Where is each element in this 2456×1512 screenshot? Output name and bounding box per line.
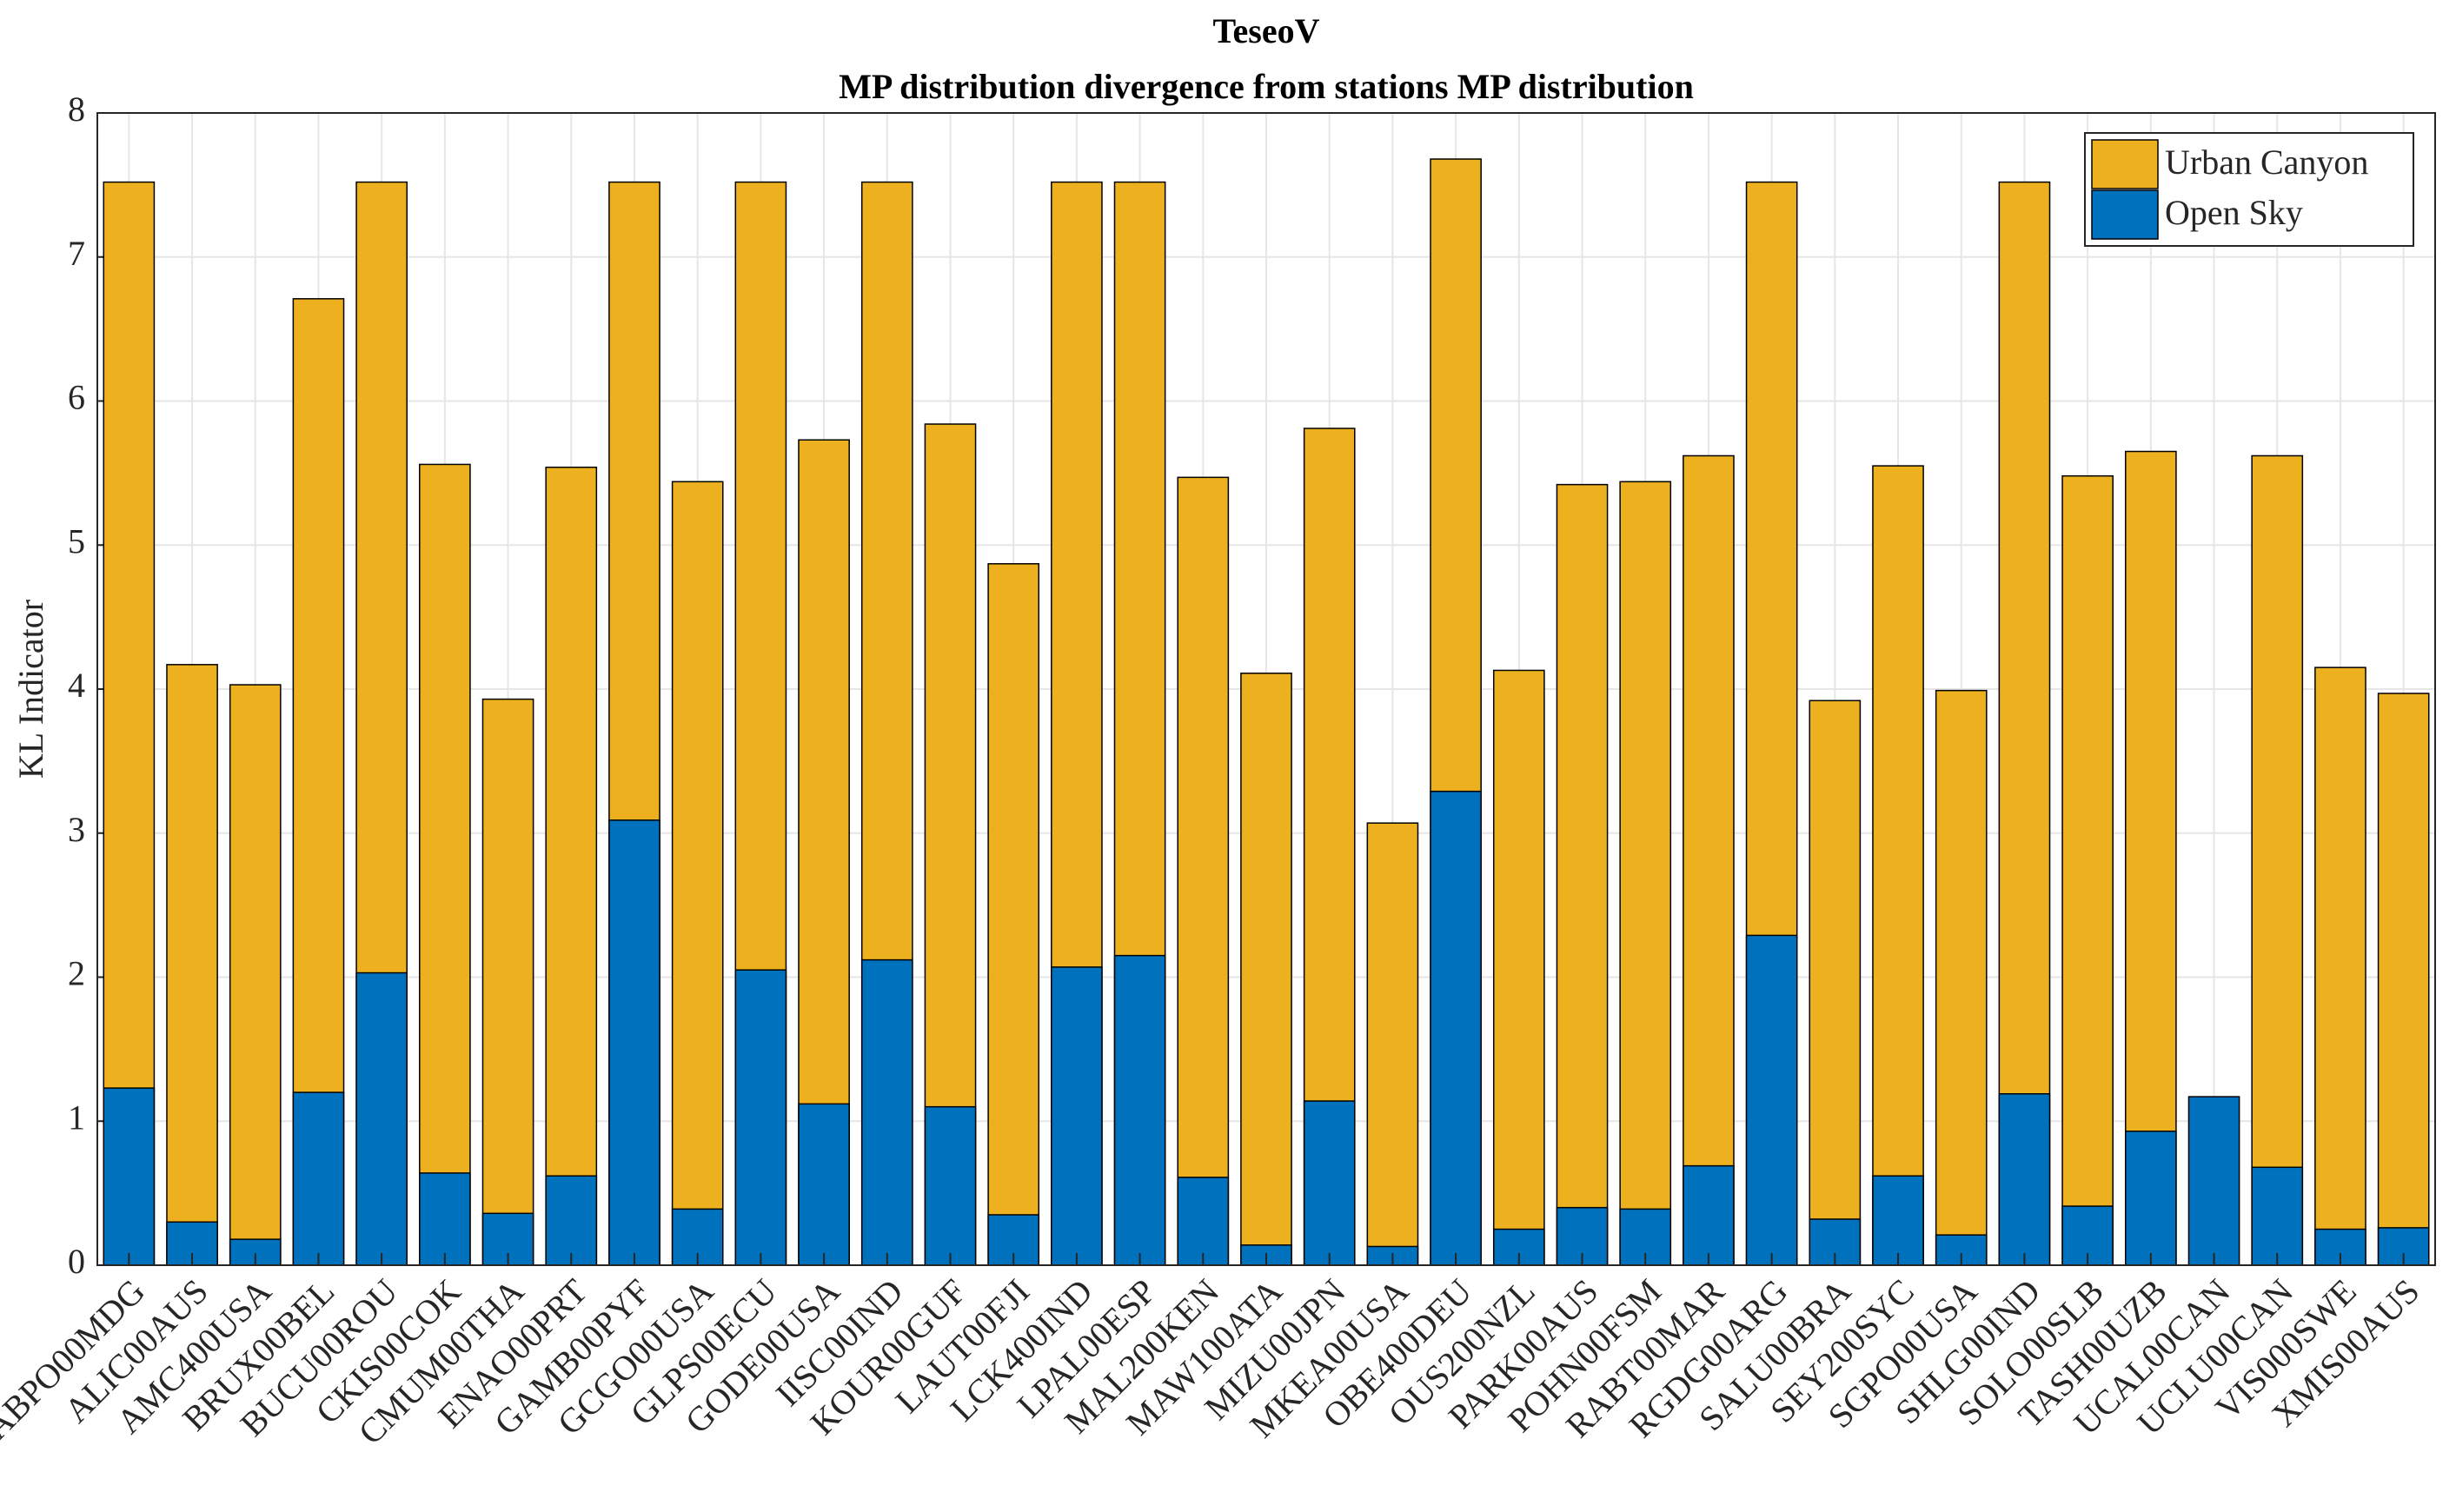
- bar: [103, 1087, 156, 1266]
- bar: [860, 958, 913, 1266]
- bar: [1619, 1208, 1672, 1266]
- bar: [924, 1105, 977, 1266]
- chart-title: TeseoV: [1213, 11, 1320, 50]
- bar: [2125, 450, 2177, 1266]
- bar: [1998, 1093, 2051, 1266]
- bar: [1303, 1100, 1356, 1266]
- y-tick-label: 4: [68, 666, 85, 705]
- bar: [2061, 474, 2114, 1266]
- bar: [671, 481, 724, 1266]
- bar: [1683, 454, 1735, 1266]
- bar: [2251, 1166, 2304, 1266]
- legend-swatch: [2091, 189, 2159, 240]
- bar: [1492, 669, 1545, 1266]
- bar: [2314, 666, 2366, 1266]
- bar: [419, 463, 471, 1266]
- bar: [1113, 954, 1166, 1266]
- bar: [608, 819, 660, 1266]
- y-tick-label: 6: [68, 378, 85, 417]
- bar: [1556, 483, 1609, 1266]
- bar: [1935, 689, 1988, 1266]
- bar: [1430, 790, 1482, 1266]
- bar: [1872, 1175, 1924, 1266]
- bar: [355, 972, 408, 1266]
- legend-swatch: [2091, 139, 2159, 189]
- bar: [481, 698, 534, 1266]
- bar: [1619, 481, 1672, 1266]
- chart-subtitle: MP distribution divergence from stations…: [839, 67, 1694, 106]
- bar: [292, 1091, 345, 1266]
- bar: [798, 1103, 850, 1266]
- bar: [734, 969, 787, 1266]
- bar: [1366, 822, 1419, 1266]
- bar: [1051, 966, 1103, 1266]
- bar: [1809, 700, 1862, 1266]
- bar: [545, 466, 598, 1266]
- legend: Urban Canyon Open Sky: [2084, 132, 2414, 247]
- y-tick-label: 1: [68, 1098, 85, 1137]
- bar: [1745, 934, 1798, 1266]
- bar: [2377, 693, 2430, 1266]
- bar: [1872, 465, 1924, 1266]
- bar: [1998, 181, 2051, 1266]
- bar: [229, 684, 282, 1266]
- legend-label: Urban Canyon: [2165, 143, 2368, 182]
- bar: [1683, 1164, 1735, 1266]
- y-tick-label: 2: [68, 954, 85, 993]
- bar: [2187, 1096, 2240, 1266]
- bar: [1177, 476, 1230, 1266]
- y-tick-label: 0: [68, 1242, 85, 1281]
- bar: [987, 563, 1040, 1266]
- y-tick-label: 3: [68, 810, 85, 849]
- bar: [2251, 454, 2304, 1266]
- y-axis-label: KL Indicator: [11, 600, 50, 779]
- y-tick-label: 7: [68, 234, 85, 273]
- bar: [103, 181, 156, 1266]
- bar: [2377, 1227, 2430, 1266]
- y-tick-label: 8: [68, 90, 85, 129]
- y-tick-label: 5: [68, 521, 85, 560]
- bar: [545, 1175, 598, 1266]
- legend-label: Open Sky: [2165, 193, 2303, 232]
- bar: [166, 664, 218, 1266]
- axes-box: [96, 112, 2436, 1266]
- bar: [419, 1172, 471, 1266]
- bar: [1177, 1177, 1230, 1266]
- bar: [2125, 1131, 2177, 1266]
- bar: [1240, 673, 1292, 1266]
